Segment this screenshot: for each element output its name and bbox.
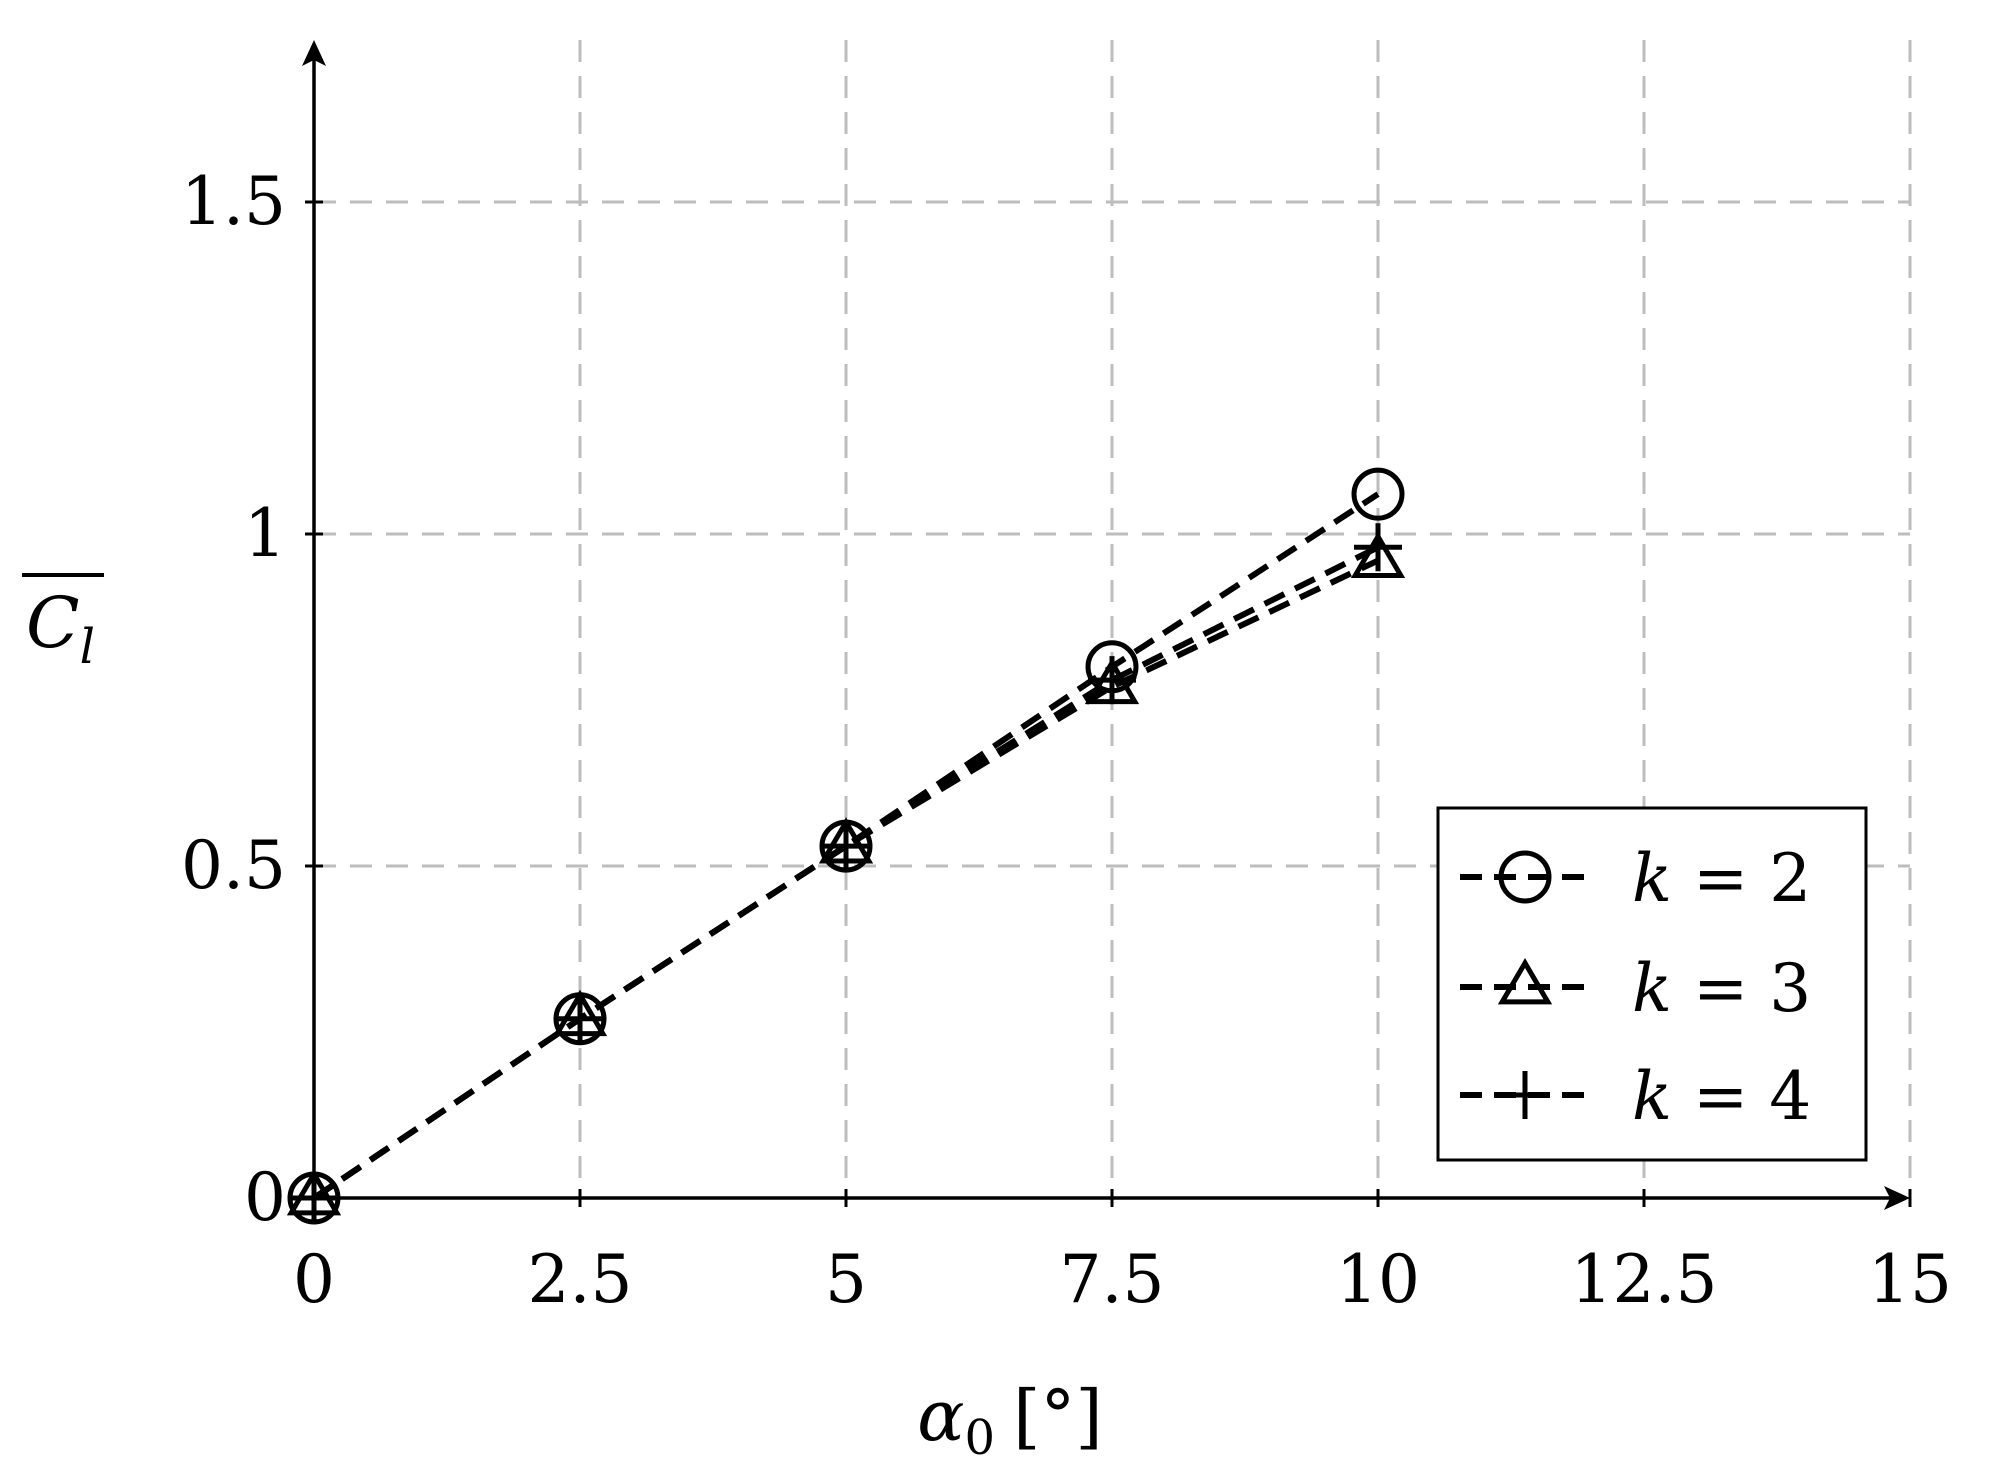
x-tick-label: 0 <box>293 1241 335 1318</box>
plus-marker <box>822 822 870 871</box>
circle-marker <box>1498 850 1552 904</box>
legend-item: k = 2 <box>1460 840 1811 917</box>
legend-label: k = 4 <box>1632 1058 1811 1135</box>
plus-marker <box>1088 656 1136 705</box>
y-tick-label: 1.5 <box>181 163 286 240</box>
legend-value: = 3 <box>1672 950 1811 1027</box>
x-axis-subscript: 0 <box>965 1410 996 1466</box>
tick-labels: 0 2.5 5 7.5 10 12.5 15 0 0.5 1 1.5 <box>181 163 1952 1318</box>
y-tick-label: 0.5 <box>181 827 286 904</box>
x-axis-unit: [°] <box>1013 1375 1103 1457</box>
axes <box>302 40 1912 1210</box>
x-tick-label: 7.5 <box>1060 1241 1165 1318</box>
x-tick-label: 2.5 <box>528 1241 633 1318</box>
series-layer <box>286 467 1406 1225</box>
y-axis-arrow <box>302 40 326 66</box>
legend-label: k = 2 <box>1632 840 1811 917</box>
plus-marker <box>1501 1071 1549 1119</box>
x-tick-label: 10 <box>1336 1241 1420 1318</box>
triangle-marker <box>1497 958 1553 1005</box>
y-axis-symbol: C <box>26 582 80 664</box>
x-tick-label: 5 <box>825 1241 867 1318</box>
y-tick-label: 0 <box>244 1159 286 1236</box>
legend-var: k <box>1632 840 1672 917</box>
legend-value: = 4 <box>1672 1058 1811 1135</box>
x-axis-label: α0 [°] <box>917 1375 1102 1466</box>
x-axis-arrow <box>1884 1186 1910 1210</box>
plus-marker <box>290 1174 338 1222</box>
legend-label: k = 3 <box>1632 950 1811 1027</box>
circle-marker <box>1351 467 1405 521</box>
legend-var: k <box>1632 1058 1672 1135</box>
grid <box>314 40 1912 1198</box>
legend-item: k = 3 <box>1460 950 1811 1027</box>
svg-text:Cl: Cl <box>26 582 95 675</box>
series-line <box>312 544 1380 1201</box>
y-axis-label: Cl <box>22 573 104 675</box>
legend-var: k <box>1632 950 1672 1027</box>
legend-value: = 2 <box>1672 840 1811 917</box>
plus-marker <box>1354 523 1402 572</box>
legend-item: k = 4 <box>1460 1058 1811 1135</box>
x-tick-label: 15 <box>1868 1241 1952 1318</box>
y-axis-subscript: l <box>80 619 95 675</box>
series-plus <box>290 523 1402 1222</box>
plus-marker <box>556 994 604 1043</box>
y-tick-label: 1 <box>244 495 286 572</box>
x-tick-label: 12.5 <box>1571 1241 1718 1318</box>
x-axis-symbol: α <box>917 1375 964 1457</box>
legend: k = 2k = 3k = 4 <box>1436 806 1868 1162</box>
